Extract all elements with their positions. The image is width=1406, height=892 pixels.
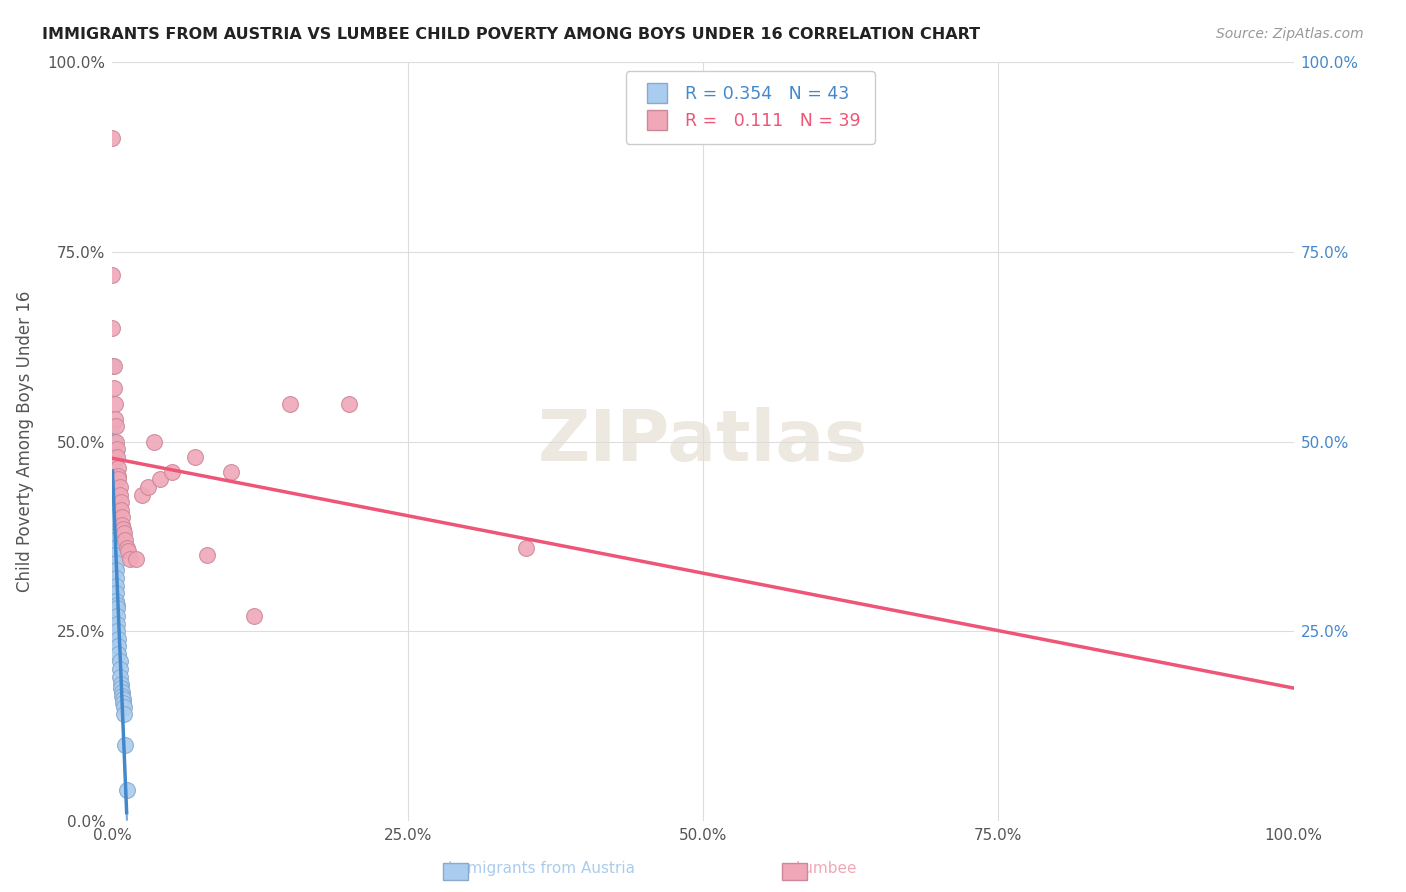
Point (101, 131, 124, 145)
Point (105, 571, 128, 585)
Point (107, 639, 129, 653)
Point (120, 552, 142, 566)
Point (101, 320, 124, 334)
Point (337, 396, 360, 410)
Point (195, 548, 218, 563)
Point (105, 450, 128, 464)
Point (104, 412, 127, 426)
Point (105, 419, 128, 434)
Point (103, 468, 125, 483)
Text: Lumbee: Lumbee (796, 861, 858, 876)
Point (111, 517, 134, 532)
Point (108, 662, 131, 676)
Point (114, 738, 136, 752)
Point (105, 598, 128, 612)
Point (219, 465, 242, 479)
Point (142, 434, 165, 449)
Legend: R = 0.354   N = 43, R =   0.111   N = 39: R = 0.354 N = 43, R = 0.111 N = 39 (626, 71, 875, 144)
Point (111, 510, 134, 524)
Y-axis label: Child Poverty Among Boys Under 16: Child Poverty Among Boys Under 16 (15, 291, 34, 592)
Point (108, 655, 131, 669)
Point (104, 529, 127, 543)
Point (105, 579, 128, 593)
Point (149, 473, 172, 487)
Point (111, 689, 134, 703)
Point (103, 458, 125, 472)
Point (101, 268, 124, 282)
Point (105, 616, 128, 631)
Point (103, 480, 125, 494)
Point (136, 480, 159, 494)
Point (243, 608, 266, 623)
Point (104, 510, 127, 524)
Point (108, 487, 131, 501)
Point (104, 541, 127, 555)
Point (110, 677, 132, 691)
Point (107, 468, 129, 483)
Point (112, 699, 135, 714)
Text: Source: ZipAtlas.com: Source: ZipAtlas.com (1216, 27, 1364, 41)
Point (105, 624, 128, 639)
Point (105, 434, 128, 449)
Point (112, 707, 135, 722)
Point (110, 495, 132, 509)
Point (105, 601, 128, 615)
Point (104, 495, 127, 509)
Point (103, 382, 125, 396)
Point (105, 556, 128, 570)
Point (103, 450, 125, 464)
Point (115, 541, 138, 555)
Point (105, 608, 128, 623)
Point (131, 487, 153, 501)
Point (115, 783, 138, 797)
Point (112, 522, 135, 536)
Point (117, 544, 139, 558)
Point (107, 461, 129, 475)
Point (103, 487, 125, 501)
Point (107, 473, 129, 487)
Point (278, 396, 301, 410)
Point (105, 586, 128, 600)
Point (112, 525, 135, 540)
Point (184, 450, 207, 464)
Text: Immigrants from Austria: Immigrants from Austria (447, 861, 636, 876)
Point (108, 480, 131, 494)
Text: ZIPatlas: ZIPatlas (538, 407, 868, 476)
Point (110, 681, 132, 695)
Point (160, 465, 183, 479)
Point (125, 552, 148, 566)
Point (101, 419, 124, 434)
Point (105, 564, 128, 578)
Point (114, 533, 136, 548)
Point (101, 359, 124, 373)
Point (515, 541, 537, 555)
Point (104, 396, 127, 410)
Point (104, 533, 127, 548)
Point (104, 525, 127, 540)
Point (105, 594, 128, 608)
Point (104, 548, 127, 563)
Point (107, 647, 129, 661)
Point (107, 632, 129, 646)
Point (108, 669, 131, 683)
Point (110, 503, 132, 517)
Point (104, 503, 127, 517)
Point (103, 359, 125, 373)
Point (105, 442, 128, 457)
Point (112, 692, 135, 706)
Point (112, 696, 135, 710)
Text: IMMIGRANTS FROM AUSTRIA VS LUMBEE CHILD POVERTY AMONG BOYS UNDER 16 CORRELATION : IMMIGRANTS FROM AUSTRIA VS LUMBEE CHILD … (42, 27, 980, 42)
Point (111, 685, 134, 699)
Point (103, 434, 125, 449)
